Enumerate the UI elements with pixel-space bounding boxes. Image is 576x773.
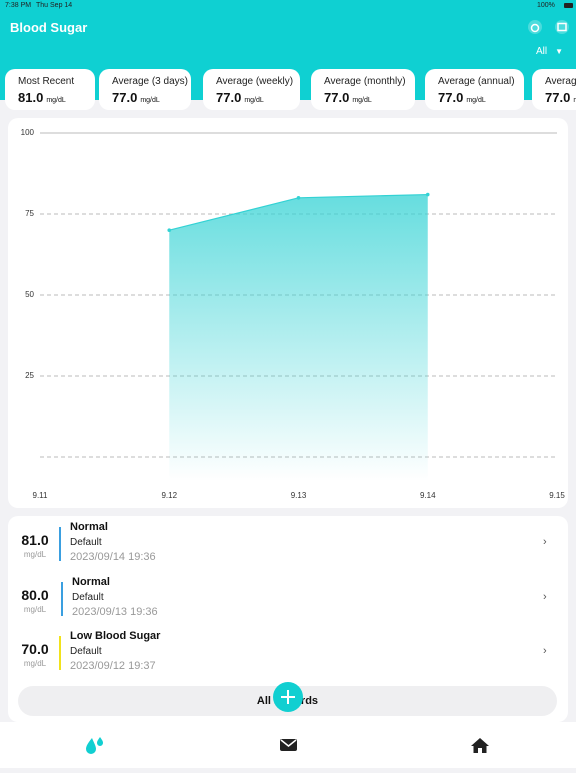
record-unit: mg/dL — [23, 604, 47, 614]
timer-button[interactable] — [528, 20, 542, 34]
data-point — [296, 196, 301, 200]
record-color-bar — [59, 527, 61, 561]
stat-number: 77.0 — [438, 90, 464, 105]
stat-label: Average (monthly) — [324, 76, 406, 87]
dropdown-arrow: ▼ — [555, 47, 564, 56]
stat-card[interactable]: Average (weekly) 77.0 mg/dL — [203, 69, 300, 110]
tab-home[interactable] — [471, 738, 489, 753]
stat-number: 77.0 — [216, 90, 242, 105]
y-tick-label: 25 — [25, 371, 34, 380]
tab-bar — [0, 722, 576, 768]
record-datetime: 2023/09/14 19:36 — [70, 551, 156, 563]
page-title: Blood Sugar — [10, 20, 88, 35]
stat-unit: mg/dL — [352, 97, 372, 104]
record-value: 80.0 — [21, 586, 49, 603]
stat-label: Most Recent — [18, 76, 75, 87]
chart-card: 25 50 75 100 9.11 9.12 9.13 9.14 9.15 — [8, 118, 568, 508]
timer-icon — [530, 23, 540, 33]
plus-icon — [281, 690, 295, 704]
record-color-bar — [59, 636, 61, 670]
stat-unit: mg/dL — [46, 97, 66, 104]
stat-card[interactable]: Most Recent 81.0 mg/dL — [5, 69, 95, 110]
record-color-bar — [61, 581, 63, 616]
x-tick-label: 9.12 — [161, 491, 177, 500]
stat-number: 77.0 — [324, 90, 350, 105]
area-fill — [169, 194, 428, 481]
stat-unit: mg/dL — [466, 97, 486, 104]
x-tick-label: 9.14 — [420, 491, 436, 500]
stat-value: 77.0mg/dL — [545, 90, 576, 105]
stat-value: 81.0 mg/dL — [18, 90, 95, 105]
stat-number: 77.0 — [112, 90, 138, 105]
calendar-button[interactable] — [555, 20, 569, 34]
chart: 25 50 75 100 9.11 9.12 9.13 9.14 9.15 — [21, 128, 566, 500]
stat-label: Average — [545, 76, 576, 87]
chevron: › — [543, 536, 547, 548]
battery-icon — [564, 3, 573, 8]
status-date: Thu Sep 14 — [36, 2, 73, 9]
add-button[interactable] — [273, 682, 303, 712]
x-tick-label: 9.13 — [291, 491, 307, 500]
stat-label: Average (3 days) — [112, 76, 188, 87]
filter-label: All — [536, 46, 548, 57]
filter-dropdown[interactable]: All ▼ — [536, 46, 563, 57]
stat-card[interactable]: Average (monthly) 77.0 mg/dL — [311, 69, 415, 110]
record-unit: mg/dL — [23, 550, 47, 559]
tab-icons — [86, 737, 489, 754]
x-tick-label: 9.11 — [33, 491, 49, 500]
record-tag: Default — [72, 591, 104, 603]
record-status: Normal — [70, 521, 108, 533]
record-value: 70.0 — [21, 641, 49, 657]
chevron: › — [543, 590, 547, 603]
record-row[interactable]: 70.0 mg/dL Low Blood Sugar Default 2023/09/1… — [8, 629, 568, 677]
x-tick-label: 9.15 — [549, 491, 565, 500]
stat-card[interactable]: Average (annual) 77.0 mg/dL — [425, 69, 524, 110]
record-tag: Default — [70, 537, 102, 548]
data-point — [167, 228, 172, 232]
record-status: Low Blood Sugar — [70, 630, 161, 642]
stat-number: 81.0 — [18, 90, 44, 105]
tab-blood-sugar[interactable] — [86, 737, 103, 754]
y-tick-label: 50 — [25, 290, 34, 299]
header-icons — [528, 20, 569, 34]
data-point — [425, 192, 430, 197]
record-unit: mg/dL — [23, 659, 47, 668]
status-battery: 100% — [537, 2, 555, 9]
status-time: 7:38 PM — [5, 2, 32, 9]
stat-unit: mg/dL — [573, 97, 576, 104]
stat-label: Average (weekly) — [216, 76, 294, 87]
record-row[interactable]: 81.0 mg/dL Normal Default 2023/09/14 19:36 › — [8, 520, 568, 568]
stat-number: 77.0 — [545, 90, 571, 105]
record-status: Normal — [72, 575, 110, 588]
chevron: › — [543, 645, 547, 657]
stat-unit: mg/dL — [244, 97, 264, 104]
record-row[interactable]: 80.0 mg/dL Normal Default 2023/09/13 19:36 › — [8, 575, 568, 623]
stat-unit: mg/dL — [140, 97, 160, 104]
record-datetime: 2023/09/12 19:37 — [70, 660, 156, 672]
y-tick-label: 75 — [25, 209, 34, 218]
calendar-icon — [557, 22, 567, 32]
record-datetime: 2023/09/13 19:36 — [72, 605, 158, 618]
stat-label: Average (annual) — [438, 76, 515, 87]
stat-card[interactable]: Average (3 days) 77.0 mg/dL — [99, 69, 191, 110]
tab-inbox[interactable] — [280, 739, 297, 751]
record-value: 81.0 — [21, 532, 49, 548]
stat-card[interactable]: Average 77.0mg/dL — [532, 69, 576, 110]
record-tag: Default — [70, 646, 102, 657]
y-tick-label: 100 — [21, 128, 35, 137]
